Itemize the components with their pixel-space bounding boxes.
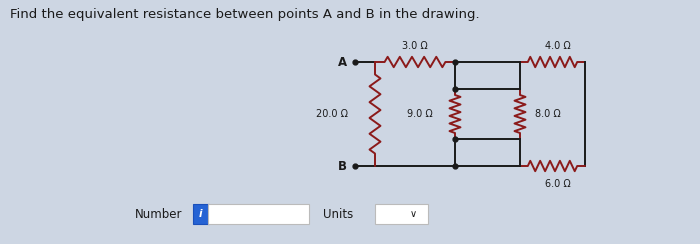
Text: 4.0 Ω: 4.0 Ω <box>545 41 570 51</box>
Text: Number: Number <box>135 207 183 221</box>
Text: B: B <box>338 160 347 173</box>
Text: A: A <box>338 55 347 69</box>
Text: 6.0 Ω: 6.0 Ω <box>545 179 570 189</box>
Text: 3.0 Ω: 3.0 Ω <box>402 41 428 51</box>
Text: 20.0 Ω: 20.0 Ω <box>316 109 348 119</box>
Text: 8.0 Ω: 8.0 Ω <box>535 109 561 119</box>
FancyBboxPatch shape <box>207 204 309 224</box>
Text: Units: Units <box>323 207 354 221</box>
Text: i: i <box>199 209 202 219</box>
Text: Find the equivalent resistance between points A and B in the drawing.: Find the equivalent resistance between p… <box>10 8 480 21</box>
Text: 9.0 Ω: 9.0 Ω <box>407 109 433 119</box>
FancyBboxPatch shape <box>374 204 428 224</box>
Text: ∨: ∨ <box>410 209 416 219</box>
FancyBboxPatch shape <box>193 204 209 224</box>
